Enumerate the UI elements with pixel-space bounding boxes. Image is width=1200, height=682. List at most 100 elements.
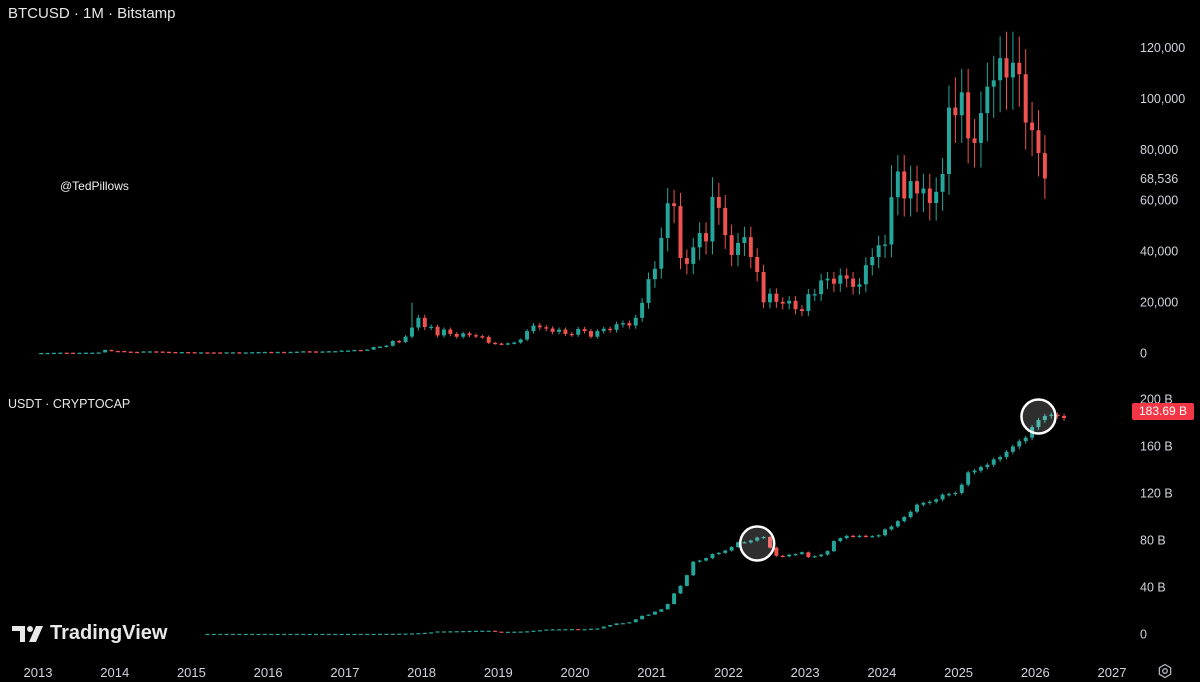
author-annotation: @TedPillows (60, 179, 129, 193)
candle-body (199, 352, 203, 354)
candle-body (691, 247, 696, 264)
candle-body (659, 609, 664, 612)
candle-body (697, 560, 702, 562)
candle-body (748, 237, 753, 258)
highlight-circle (1020, 398, 1057, 435)
candle-body (799, 552, 804, 555)
candle-body (736, 243, 740, 255)
candle-body (780, 301, 785, 304)
candle-body (793, 300, 798, 310)
candle-body (128, 351, 133, 353)
candle-body (288, 351, 293, 354)
candle-body (659, 237, 664, 269)
candle-body (550, 629, 555, 631)
candle-body (953, 107, 958, 116)
candle-body (665, 203, 670, 238)
candle-body (895, 521, 900, 527)
settings-icon[interactable] (1157, 663, 1173, 679)
tradingview-branding[interactable]: TradingView (12, 622, 167, 645)
candle-body (410, 633, 414, 635)
candle-body (793, 554, 798, 556)
candle-body (966, 92, 971, 139)
candle-body (282, 633, 287, 636)
candle-body (1062, 415, 1067, 419)
candle-body (812, 294, 817, 296)
candle-body (985, 86, 990, 114)
candle-body (742, 542, 747, 544)
candle-body (998, 457, 1003, 460)
candle-body (646, 614, 651, 616)
candle-body (569, 333, 574, 336)
candle-body (895, 171, 900, 198)
candle-body (978, 113, 983, 143)
candle-body (1042, 153, 1047, 179)
candle-body (403, 336, 408, 342)
x-tick-label: 2025 (944, 665, 973, 680)
candle-body (231, 633, 235, 636)
candle-body (915, 181, 919, 194)
x-tick-label: 2013 (24, 665, 53, 680)
candle-body (90, 352, 95, 354)
candle-body (710, 554, 715, 559)
candle-body (825, 278, 830, 281)
candle-body (231, 352, 235, 354)
candle-body (1055, 414, 1060, 416)
x-tick-label: 2016 (254, 665, 283, 680)
candle-body (167, 351, 172, 354)
candle-body (186, 352, 191, 354)
candle-body (972, 138, 977, 143)
candle-body (697, 233, 702, 248)
candle-body (333, 351, 338, 353)
candle-body (480, 630, 485, 632)
candle-body (959, 484, 964, 493)
candle-body (985, 464, 990, 468)
candle-body (787, 300, 792, 304)
candle-body (704, 233, 709, 242)
candle-body (991, 459, 996, 465)
candle-body (365, 349, 370, 351)
candle-body (684, 258, 689, 264)
candle-body (307, 633, 312, 636)
candle-body (1023, 437, 1028, 442)
candle-body (531, 630, 536, 632)
candle-body (550, 328, 555, 332)
candle-body (652, 611, 657, 615)
candle-body (1017, 441, 1022, 447)
candle-body (582, 329, 587, 332)
candle-body (876, 245, 881, 258)
candle-body (569, 629, 574, 631)
candle-body (429, 326, 434, 329)
candle-body (857, 284, 862, 287)
candle-body (972, 470, 977, 473)
candle-body (934, 499, 939, 502)
candle-body (774, 293, 779, 302)
x-tick-label: 2019 (484, 665, 513, 680)
candle-body (352, 349, 357, 352)
candle-body (301, 351, 306, 353)
candle-body (755, 537, 760, 541)
candle-body (441, 631, 446, 633)
candle-body (844, 535, 849, 539)
candle-body (819, 554, 824, 557)
candle-body (416, 633, 421, 635)
candle-body (978, 467, 983, 471)
candle-body (729, 547, 734, 551)
candle-body (435, 326, 440, 336)
candle-body (902, 171, 907, 199)
candle-body (614, 324, 619, 330)
candle-body (173, 352, 178, 354)
usdt-last-value-badge: 183.69 B (1132, 403, 1194, 420)
candle-body (640, 615, 645, 620)
candle-body (269, 633, 274, 636)
candle-body (256, 633, 261, 636)
candle-body (346, 633, 351, 636)
x-tick-label: 2026 (1021, 665, 1050, 680)
candle-body (339, 633, 344, 636)
y-tick-label: 40,000 (1140, 245, 1178, 259)
candle-body (448, 631, 453, 633)
candle-body (218, 352, 223, 354)
candle-body (493, 342, 498, 345)
candle-body (934, 191, 939, 204)
x-tick-label: 2023 (791, 665, 820, 680)
candle-body (678, 206, 683, 259)
